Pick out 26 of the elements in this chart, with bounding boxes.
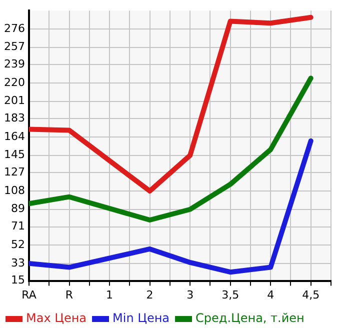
y-tick-label: 257 [4,40,25,54]
y-tick-label: 183 [4,112,25,125]
y-tick-label: 127 [4,166,25,179]
x-tick-label: 3 [186,288,194,302]
y-tick-label: 276 [4,22,25,35]
legend-label: Max Цена [26,311,87,326]
x-tick-label: 4,5 [302,288,320,302]
y-tick-label: 201 [4,94,25,108]
x-tick-label: 3,5 [222,288,240,302]
x-tick-label: 1 [106,288,114,302]
legend-label: Сред.Цена, т.йен [196,311,304,326]
x-tick-label: 2 [146,288,154,302]
y-tick-label: 15 [10,274,25,287]
y-tick-label: 145 [4,148,25,162]
y-tick-label: 164 [4,130,25,143]
x-tick-label: R [65,288,74,302]
y-tick-label: 108 [4,184,25,197]
legend-label: Min Цена [112,311,170,326]
y-tick-label: 33 [10,256,25,270]
x-tick-label: 4 [267,288,274,302]
y-tick-label: 89 [10,202,25,216]
y-tick-label: 71 [10,220,25,233]
y-tick-label: 239 [4,58,25,70]
y-tick-label: 220 [4,76,25,89]
y-tick-label: 52 [10,238,25,251]
x-tick-label: RA [22,288,37,302]
